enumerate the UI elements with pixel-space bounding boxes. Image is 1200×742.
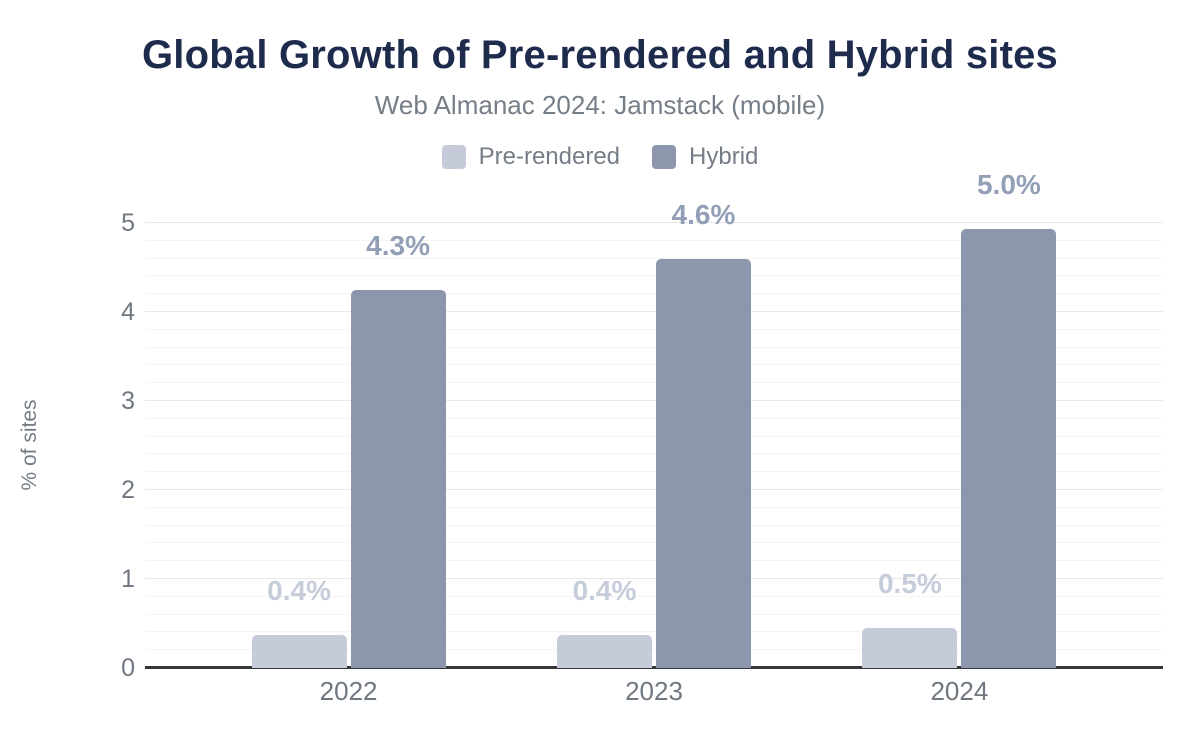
gridline-minor [145, 542, 1163, 544]
gridline-minor [145, 328, 1163, 330]
value-label-pre-rendered-2022: 0.4% [267, 575, 331, 607]
bar-pre-rendered-2022 [251, 635, 347, 668]
gridline-major [145, 222, 1163, 223]
x-axis-line [145, 666, 1163, 669]
y-tick-label-1: 1 [121, 565, 135, 593]
gridline-minor [145, 506, 1163, 508]
legend-item-pre-rendered: Pre-rendered [441, 143, 621, 171]
bar-pre-rendered-2024 [862, 627, 958, 668]
y-tick-label-2: 2 [121, 476, 135, 504]
gridline-minor [145, 364, 1163, 366]
bar-hybrid-2022 [350, 289, 446, 668]
gridline-minor [145, 417, 1163, 419]
value-label-hybrid-2024: 5.0% [976, 169, 1041, 201]
gridline-minor [145, 435, 1163, 437]
y-tick-label-3: 3 [121, 387, 135, 415]
gridline-minor [145, 631, 1163, 633]
gridline-minor [145, 293, 1163, 295]
gridline-minor [145, 382, 1163, 384]
x-tick-label-2023: 2023 [625, 676, 683, 706]
value-label-hybrid-2022: 4.3% [366, 229, 430, 261]
gridline-major [145, 489, 1163, 490]
y-tick-label-4: 4 [121, 298, 135, 326]
gridline-minor [145, 453, 1163, 455]
chart-subtitle: Web Almanac 2024: Jamstack (mobile) [374, 90, 826, 120]
gridline-minor [145, 257, 1163, 259]
chart-title: Global Growth of Pre-rendered and Hybrid… [141, 33, 1059, 77]
bar-pre-rendered-2023 [557, 635, 652, 668]
gridline-minor [145, 471, 1163, 473]
gridline-minor [145, 275, 1163, 277]
gridline-minor [145, 613, 1163, 615]
gridline-minor [145, 649, 1163, 651]
gridline-minor [145, 346, 1163, 348]
gridline-minor [145, 239, 1163, 241]
gridline-minor [145, 524, 1163, 526]
legend-label-pre-rendered: Pre-rendered [478, 143, 621, 170]
legend-item-hybrid: Hybrid [652, 143, 758, 171]
x-tick-label-2022: 2022 [319, 676, 378, 706]
bar-hybrid-2023 [656, 258, 751, 668]
y-tick-label-5: 5 [121, 209, 135, 237]
y-tick-label-0: 0 [121, 654, 135, 682]
legend-swatch-hybrid-icon [652, 145, 677, 169]
value-label-hybrid-2023: 4.6% [671, 198, 736, 230]
x-tick-label-2024: 2024 [930, 676, 989, 706]
value-label-pre-rendered-2023: 0.4% [572, 575, 637, 607]
legend: Pre-rendered Hybrid [0, 143, 1200, 171]
value-label-pre-rendered-2024: 0.5% [877, 567, 942, 599]
bar-hybrid-2024 [961, 229, 1057, 668]
gridline-major [145, 578, 1163, 579]
gridline-minor [145, 595, 1163, 597]
gridline-major [145, 400, 1163, 401]
y-axis-title: % of sites [18, 399, 41, 491]
gridline-minor [145, 560, 1163, 562]
legend-label-hybrid: Hybrid [689, 143, 759, 170]
plot-area: 0.4% 4.3% 2022 0.4% 4.6% 2023 0.5% 5.0% 2024 [145, 169, 1163, 706]
gridline-major [145, 311, 1163, 312]
legend-swatch-pre-rendered-icon [441, 145, 466, 169]
